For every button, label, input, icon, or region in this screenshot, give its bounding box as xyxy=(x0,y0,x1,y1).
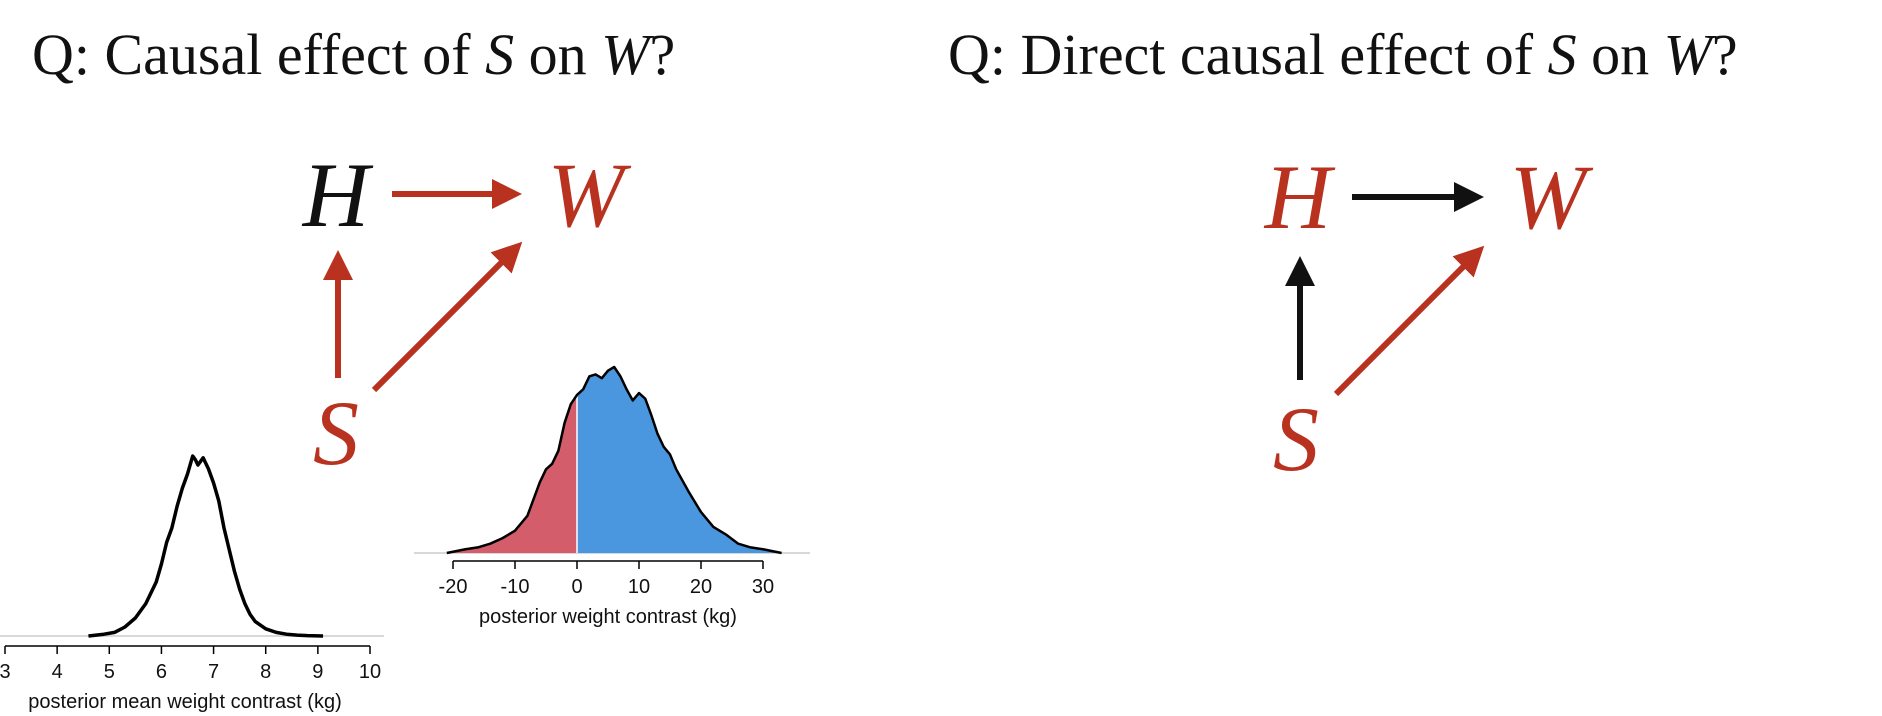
posterior-contrast-density-chart: -20 -10 0 10 20 30 posterior weight contrast (… xyxy=(414,365,810,628)
density-positive-area xyxy=(577,367,782,553)
title-var-s: S xyxy=(485,22,515,87)
title-suffix: ? xyxy=(1711,22,1738,87)
x-tick-label: 5 xyxy=(104,661,115,683)
x-tick-label: 7 xyxy=(208,661,219,683)
node-w: W xyxy=(548,144,632,246)
posterior-mean-density-chart: 3 4 5 6 7 8 9 10 posterior mean weight contrast … xyxy=(0,454,384,713)
x-tick-label: 20 xyxy=(690,576,712,598)
right-panel-title: Q: Direct causal effect of S on W? xyxy=(948,20,1738,90)
title-suffix: ? xyxy=(649,22,676,87)
x-axis-title: posterior weight contrast (kg) xyxy=(479,606,737,628)
title-prefix: Q: Causal effect of xyxy=(32,22,486,87)
x-tick-label: 10 xyxy=(359,661,381,683)
x-tick-label: 3 xyxy=(0,661,11,683)
x-tick-label: 10 xyxy=(628,576,650,598)
density-negative-area xyxy=(446,394,577,553)
x-tick-label: -20 xyxy=(439,576,468,598)
title-prefix: Q: Direct causal effect of xyxy=(948,22,1548,87)
right-dag: H W S xyxy=(1264,146,1594,490)
density-curve xyxy=(88,454,324,638)
title-middle: on xyxy=(1576,22,1664,87)
title-var-s: S xyxy=(1547,22,1577,87)
title-var-w: W xyxy=(1663,22,1712,87)
node-w: W xyxy=(1510,146,1594,248)
x-tick-label: 30 xyxy=(752,576,774,598)
x-tick-label: 6 xyxy=(156,661,167,683)
edge-s-to-w xyxy=(371,241,523,393)
title-middle: on xyxy=(514,22,602,87)
x-tick-label: -10 xyxy=(501,576,530,598)
left-panel-title: Q: Causal effect of S on W? xyxy=(32,20,675,90)
x-tick-label: 9 xyxy=(312,661,323,683)
x-tick-label: 8 xyxy=(260,661,271,683)
left-dag: H W S xyxy=(302,144,632,484)
title-var-w: W xyxy=(601,22,650,87)
node-s: S xyxy=(313,382,359,484)
x-tick-label: 4 xyxy=(52,661,63,683)
node-h: H xyxy=(302,144,374,246)
x-axis-title: posterior mean weight contrast (kg) xyxy=(28,691,341,713)
node-s: S xyxy=(1273,388,1319,490)
density-curve xyxy=(446,365,782,555)
node-h: H xyxy=(1264,146,1336,248)
edge-s-to-w xyxy=(1333,245,1485,397)
x-tick-label: 0 xyxy=(571,576,582,598)
